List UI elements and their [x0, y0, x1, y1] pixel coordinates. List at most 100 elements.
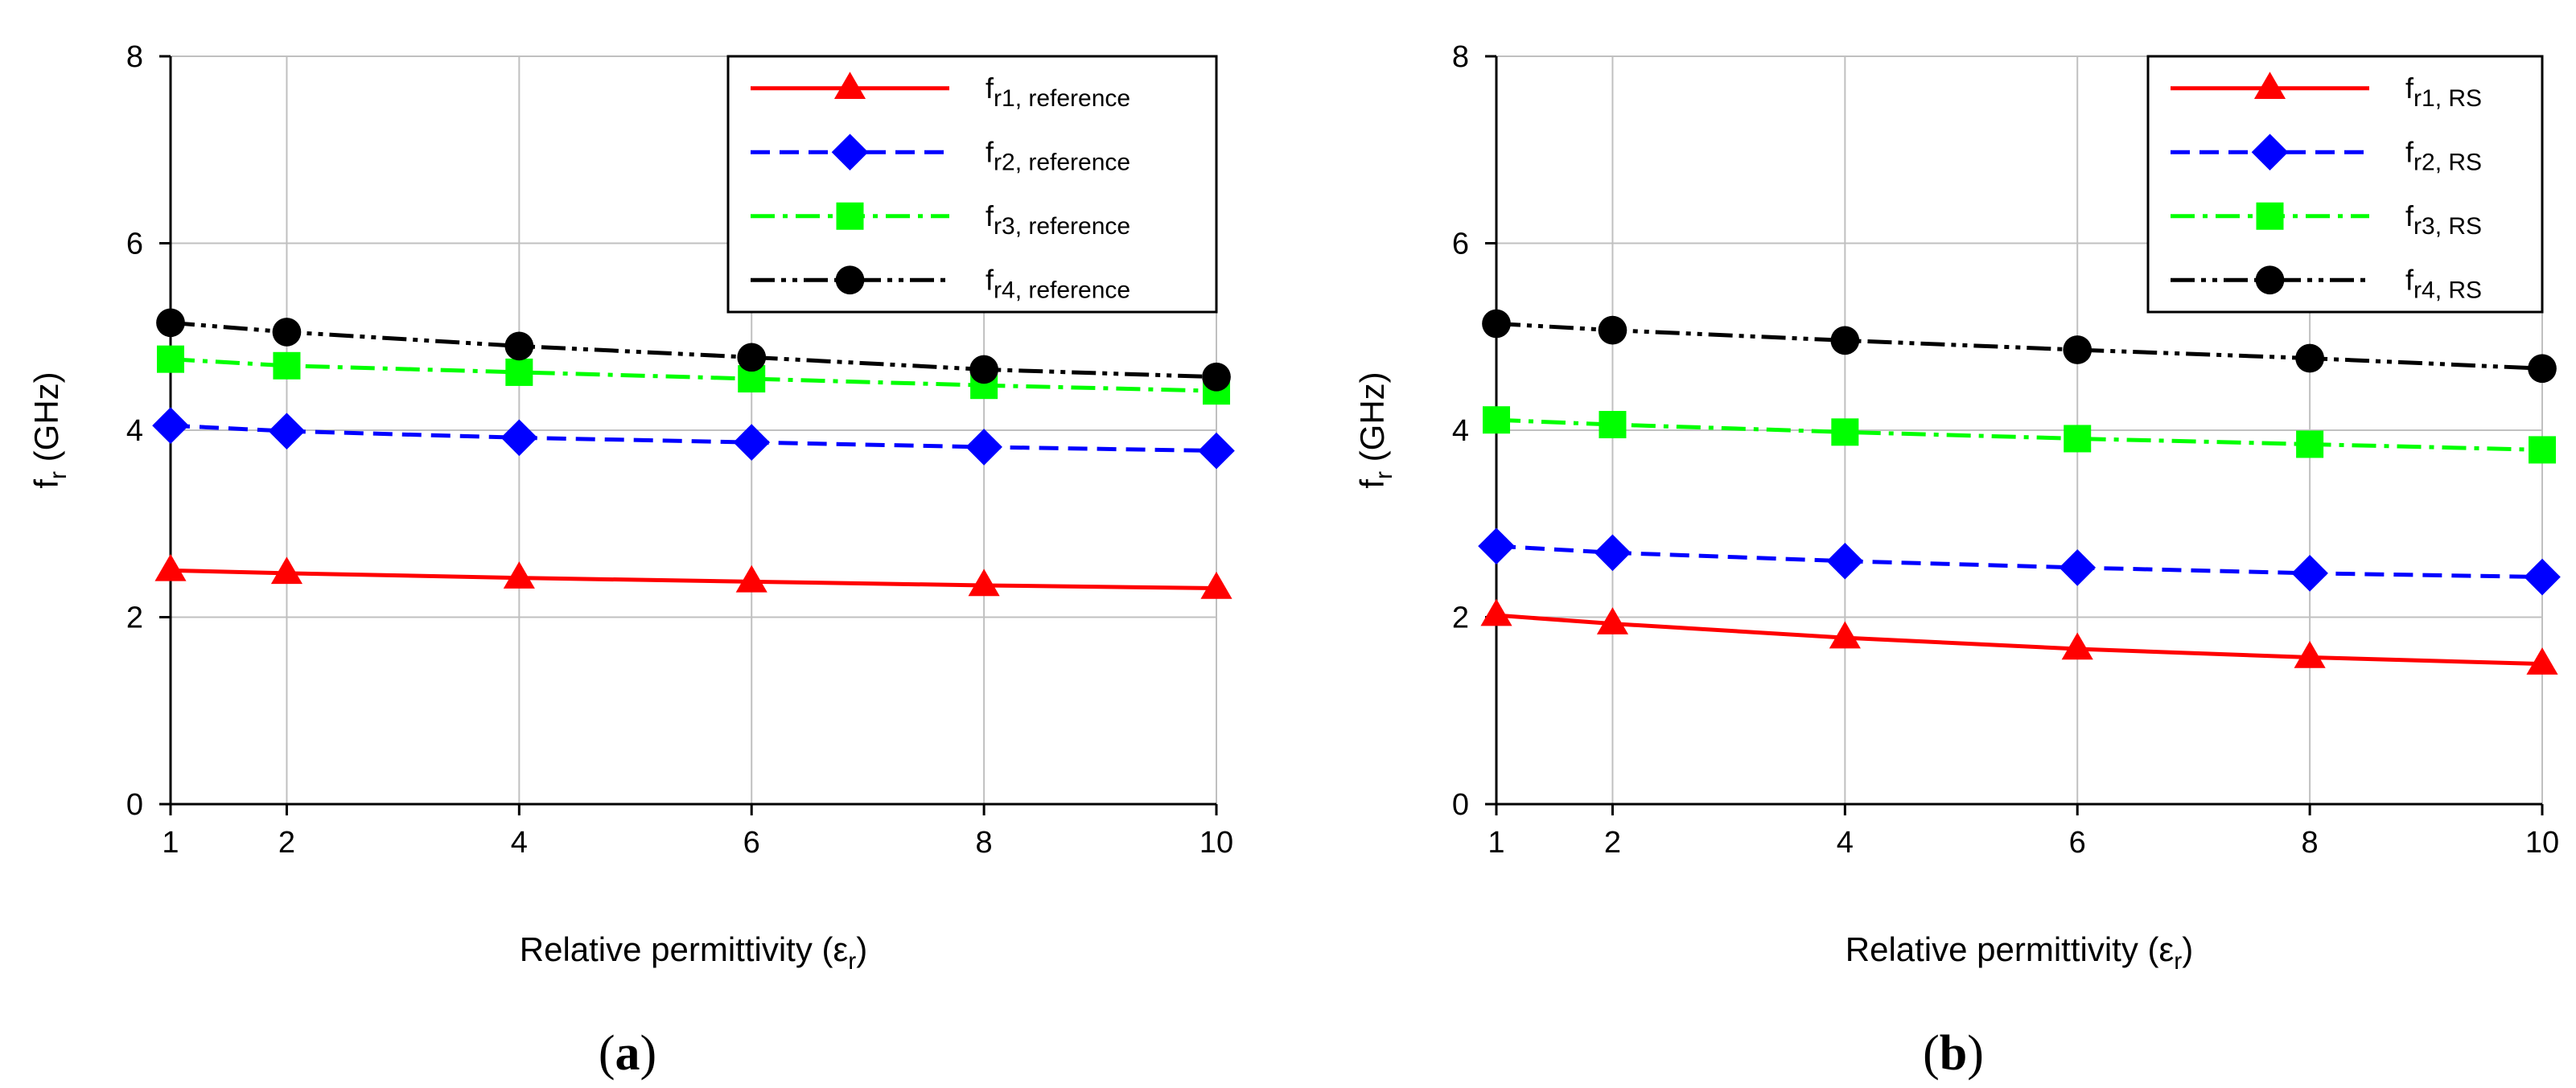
data-point-1 — [2061, 632, 2093, 660]
y-axis-label: fr (GHz) — [27, 372, 72, 488]
y-tick-label: 8 — [1452, 40, 1469, 74]
data-point-1 — [270, 556, 303, 585]
series-line-2 — [170, 423, 1217, 454]
data-point-4 — [1598, 315, 1627, 345]
y-axis-label-subscript: r — [1371, 471, 1397, 479]
y-tick-label: 6 — [126, 228, 143, 261]
legend-marker-4 — [835, 265, 865, 295]
legend-label-subscript: r3, reference — [994, 213, 1130, 240]
data-point-2 — [152, 407, 189, 444]
y-tick-label: 4 — [1452, 414, 1469, 448]
x-axis-label-end: ) — [856, 930, 867, 968]
data-point-4 — [2063, 335, 2092, 364]
data-point-2 — [733, 424, 771, 461]
legend-marker-4 — [2255, 265, 2285, 295]
y-axis-label-end: (GHz) — [27, 372, 65, 471]
x-tick-label: 6 — [2069, 826, 2086, 860]
legend-label-subscript: r4, reference — [994, 277, 1130, 303]
y-tick-label: 6 — [1452, 228, 1469, 261]
x-tick-label: 1 — [162, 826, 179, 860]
legend-label-3: fr3, reference — [986, 199, 1130, 240]
data-point-2 — [1478, 528, 1515, 565]
data-point-4 — [1202, 362, 1231, 392]
data-point-3 — [1483, 406, 1510, 434]
x-tick-label: 4 — [511, 826, 528, 860]
legend-marker-1 — [2253, 72, 2286, 99]
data-point-3 — [157, 345, 184, 373]
data-point-2 — [268, 413, 306, 450]
x-tick-label: 2 — [1604, 826, 1621, 860]
data-point-1 — [154, 553, 187, 581]
panel-caption: (b) — [1923, 1026, 1984, 1081]
x-axis-label: Relative permittivity (εr) — [520, 930, 867, 975]
data-point-2 — [2291, 555, 2328, 592]
data-point-1 — [1200, 571, 1232, 599]
data-point-2 — [1826, 542, 1864, 580]
legend-marker-3 — [836, 202, 864, 230]
data-point-2 — [965, 429, 1002, 466]
legend-label-subscript: r2, RS — [2413, 149, 2482, 175]
legend-label-subscript: r1, RS — [2413, 85, 2482, 112]
legend-marker-2 — [2251, 133, 2289, 171]
x-axis-label-subscript: r — [848, 948, 856, 975]
legend-box — [2146, 55, 2544, 314]
x-tick-label: 8 — [976, 826, 993, 860]
series-line-1 — [170, 568, 1217, 590]
legend-label-subscript: r3, RS — [2413, 213, 2482, 240]
series-line-4 — [1496, 321, 2543, 371]
x-axis-label-end: ) — [2182, 930, 2193, 968]
x-tick-label: 8 — [2302, 826, 2319, 860]
data-point-4 — [737, 343, 767, 372]
panel-caption: (a) — [599, 1026, 656, 1081]
x-tick-label: 10 — [1200, 826, 1233, 860]
data-point-2 — [2524, 558, 2561, 596]
x-axis-label: Relative permittivity (εr) — [1846, 930, 2193, 975]
data-point-3 — [2064, 425, 2092, 453]
legend-label-subscript: r4, RS — [2413, 277, 2482, 303]
y-tick-label: 0 — [126, 788, 143, 822]
y-tick-label: 0 — [1452, 788, 1469, 822]
series-line-1 — [1496, 613, 2543, 667]
series-line-3 — [1496, 417, 2543, 452]
y-axis-label-subscript: r — [45, 471, 72, 479]
data-point-4 — [1830, 326, 1860, 355]
data-point-1 — [503, 561, 535, 589]
data-point-3 — [1831, 418, 1859, 446]
series-line-4 — [170, 320, 1217, 380]
data-point-1 — [1480, 598, 1512, 626]
data-point-1 — [968, 569, 1000, 597]
data-point-1 — [1596, 607, 1629, 634]
legend-box — [726, 55, 1218, 314]
data-point-1 — [735, 565, 767, 593]
data-point-1 — [2526, 647, 2558, 675]
data-point-4 — [1482, 309, 1511, 339]
series-line-2 — [1496, 544, 2543, 580]
panel-caption-letter: b — [1940, 1026, 1967, 1081]
legend-marker-3 — [2256, 202, 2284, 230]
y-axis-label: fr (GHz) — [1353, 372, 1397, 488]
data-point-4 — [2295, 343, 2324, 373]
data-point-4 — [272, 318, 302, 347]
data-point-3 — [2529, 436, 2556, 464]
data-point-4 — [156, 308, 185, 338]
data-point-4 — [969, 355, 998, 384]
legend-marker-2 — [831, 133, 869, 171]
series-line-3 — [170, 357, 1217, 393]
data-point-3 — [2296, 430, 2324, 458]
x-axis-label-subscript: r — [2174, 948, 2182, 975]
data-point-4 — [2528, 354, 2557, 384]
data-point-2 — [1198, 432, 1235, 470]
legend-label-subscript: r1, reference — [994, 85, 1130, 112]
y-tick-label: 4 — [126, 414, 143, 448]
data-point-3 — [1599, 411, 1627, 439]
data-point-4 — [504, 331, 534, 361]
x-tick-label: 4 — [1837, 826, 1854, 860]
x-tick-label: 2 — [278, 826, 295, 860]
data-point-3 — [505, 358, 533, 386]
data-point-2 — [2059, 549, 2097, 586]
data-point-3 — [273, 351, 301, 380]
data-point-2 — [500, 419, 538, 457]
y-tick-label: 2 — [126, 601, 143, 635]
y-tick-label: 8 — [126, 40, 143, 74]
